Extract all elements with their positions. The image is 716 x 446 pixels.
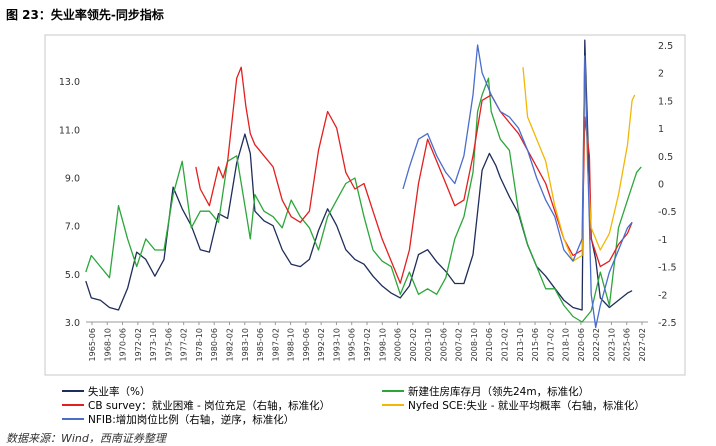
source-note: 数据来源：Wind，西南证券整理 [6,432,166,445]
x-axis-tick-label: 1995-06 [348,328,357,361]
x-axis-tick-label: 1978-10 [195,328,204,361]
right-axis-tick-label: -2.5 [658,318,677,329]
legend-label-4: Nyfed SCE:失业 - 就业平均概率（右轴，标准化） [408,399,645,412]
x-axis-tick-label: 2027-02 [638,328,647,361]
x-axis-tick-label: 2015-06 [531,328,540,361]
x-axis-tick-label: 2010-06 [485,328,494,361]
left-axis-tick-label: 13.0 [59,77,80,88]
x-axis-tick-label: 1972-02 [134,328,143,361]
x-axis-tick-label: 1997-02 [363,328,372,361]
right-axis-tick-label: -1.5 [658,263,677,274]
chart: 3.0 5.0 7.0 9.0 11.0 13.0 2.5 2 1.5 1 0.5 0 -0.5 -1 -1… [44,34,686,426]
right-axis-tick-label: 2 [658,69,664,80]
legend-label-2: 新建住房库存月（领先24m，标准化） [408,385,589,398]
right-axis-tick-label: -0.5 [658,207,677,218]
series-line-3 [195,66,633,284]
series-line-1 [85,39,633,311]
legend-label-5: NFIB:增加岗位比例（右轴，逆序，标准化） [88,413,294,426]
series-line-5 [402,44,633,329]
right-axis-tick-label: -2 [658,290,667,301]
x-axis-tick-label: 1993-10 [332,328,341,361]
x-axis-tick-label: 2002-02 [409,328,418,361]
left-axis-tick-label: 9.0 [65,173,80,184]
x-axis-tick-label: 2017-02 [546,328,555,361]
x-axis-tick-label: 1987-02 [271,328,280,361]
x-axis-tick-label: 1968-10 [103,328,112,361]
x-axis-tick-label: 2008-10 [470,328,479,361]
right-axis-tick-label: 2.5 [658,41,673,52]
x-axis-tick-label: 1975-06 [164,328,173,361]
left-axis-tick-label: 5.0 [65,270,80,281]
x-axis-tick-label: 2020-06 [577,328,586,361]
x-axis-tick-label: 1980-06 [210,328,219,361]
x-axis-tick-label: 2018-10 [562,328,571,361]
x-axis-tick-label: 1982-02 [226,328,235,361]
x-axis-tick-label: 2013-10 [516,328,525,361]
x-axis-tick-label: 1965-06 [88,328,97,361]
x-axis-tick-label: 2003-10 [424,328,433,361]
x-axis-tick-label: 1977-02 [180,328,189,361]
x-axis-tick-label: 2025-06 [623,328,632,361]
chart-frame [44,34,686,376]
x-axis-tick-label: 2007-02 [455,328,464,361]
legend-label-1: 失业率（%） [88,385,150,398]
x-axis-tick-label: 2022-02 [592,328,601,361]
figure-title: 图 23：失业率领先-同步指标 [6,8,164,22]
x-axis-tick-label: 2000-06 [394,328,403,361]
right-axis-tick-label: -1 [658,235,667,246]
x-axis-tick-label: 1998-10 [378,328,387,361]
x-axis-tick-label: 1988-10 [287,328,296,361]
x-axis-tick-label: 1973-10 [149,328,158,361]
left-axis-tick-label: 3.0 [65,318,80,329]
left-axis-tick-label: 7.0 [65,222,80,233]
x-axis-tick-label: 1992-02 [317,328,326,361]
right-axis-tick-label: 0 [658,180,664,191]
x-axis-tick-label: 2023-10 [607,328,616,361]
x-axis-tick-label: 1990-06 [302,328,311,361]
right-axis-tick-label: 0.5 [658,152,673,163]
x-axis-tick-label: 2012-02 [501,328,510,361]
left-axis-tick-label: 11.0 [59,125,80,136]
x-axis-tick-label: 2005-06 [439,328,448,361]
legend-label-3: CB survey：就业困难 - 岗位充足（右轴，标准化） [88,399,330,412]
series-line-2 [85,77,642,323]
right-axis-tick-label: 1.5 [658,96,673,107]
x-axis-tick-label: 1985-06 [256,328,265,361]
right-axis-tick-label: 1 [658,124,664,135]
x-axis-tick-label: 1970-06 [119,328,128,361]
x-axis-tick-label: 1983-10 [241,328,250,361]
